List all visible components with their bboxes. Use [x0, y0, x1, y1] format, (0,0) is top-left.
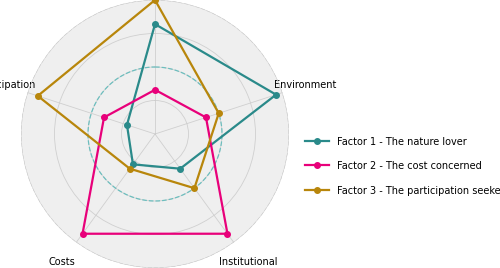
Point — [151, 22, 159, 26]
Point — [176, 166, 184, 171]
Point — [100, 115, 108, 120]
Point — [202, 115, 210, 120]
Point — [151, 0, 159, 2]
Point — [190, 186, 198, 190]
Point — [151, 88, 159, 92]
Legend: Factor 1 - The nature lover, Factor 2 - The cost concerned, Factor 3 - The parti: Factor 1 - The nature lover, Factor 2 - … — [305, 137, 500, 196]
Point — [214, 111, 222, 116]
Point — [123, 123, 131, 127]
Point — [78, 232, 86, 236]
Point — [272, 92, 280, 97]
Point — [126, 166, 134, 171]
Point — [34, 94, 42, 98]
Point — [129, 162, 137, 166]
Point — [224, 232, 232, 236]
